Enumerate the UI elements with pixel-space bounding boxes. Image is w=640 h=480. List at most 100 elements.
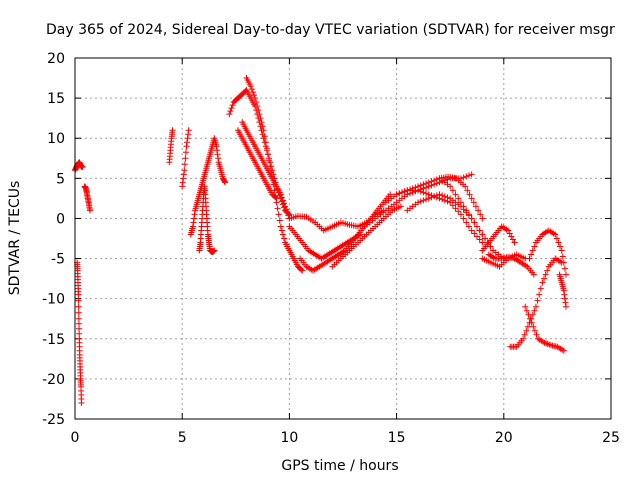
data-point	[184, 139, 191, 146]
data-point	[398, 189, 405, 196]
data-point	[528, 319, 535, 326]
x-tick-label: 15	[388, 430, 406, 446]
series-arc-11	[234, 127, 280, 202]
data-point	[259, 123, 266, 130]
data-point	[449, 202, 456, 209]
data-point	[460, 215, 467, 222]
plot-frame	[74, 57, 612, 420]
data-point	[275, 211, 282, 218]
data-point	[525, 311, 532, 318]
data-point	[479, 239, 486, 246]
data-point	[558, 247, 565, 254]
data-point	[463, 219, 470, 226]
data-point	[439, 192, 446, 199]
data-point	[190, 219, 197, 226]
data-point	[79, 164, 86, 171]
data-point	[417, 182, 424, 189]
data-point	[471, 219, 478, 226]
data-point	[511, 239, 518, 246]
series-arc-12	[286, 223, 364, 262]
data-point	[282, 203, 289, 210]
data-point	[182, 155, 189, 162]
data-point	[457, 203, 464, 210]
data-point	[274, 205, 281, 212]
data-point	[415, 199, 422, 206]
data-point	[184, 135, 191, 142]
data-point	[284, 209, 291, 216]
data-point	[278, 194, 285, 201]
data-point	[417, 198, 424, 205]
y-tick-label: 20	[47, 51, 65, 67]
data-point	[226, 111, 233, 118]
data-point	[466, 191, 473, 198]
data-point	[475, 207, 482, 214]
data-point	[262, 139, 269, 146]
data-point	[277, 223, 284, 230]
data-point	[191, 211, 198, 218]
data-point	[273, 195, 280, 202]
data-point	[279, 197, 286, 204]
y-tick-label: -25	[42, 412, 65, 428]
data-point	[251, 92, 258, 99]
data-point	[470, 199, 477, 206]
data-point	[183, 143, 190, 150]
data-point	[468, 171, 475, 178]
data-point	[169, 127, 176, 134]
grid-lines	[75, 58, 611, 419]
data-point	[75, 320, 82, 327]
data-point	[562, 299, 569, 306]
x-tick-label: 20	[495, 430, 513, 446]
series-arc-20	[436, 173, 486, 222]
data-point	[221, 178, 228, 185]
data-point	[261, 133, 268, 140]
data-point	[249, 89, 256, 96]
data-point	[552, 231, 559, 238]
data-point	[477, 211, 484, 218]
data-point	[522, 303, 529, 310]
data-point	[214, 151, 221, 158]
data-point	[530, 271, 537, 278]
series-arc-15	[329, 203, 404, 270]
data-point	[75, 303, 82, 310]
data-point	[455, 208, 462, 215]
data-point	[506, 230, 513, 237]
data-point	[417, 188, 424, 195]
data-point	[490, 247, 497, 254]
data-point	[465, 212, 472, 219]
y-tick-label: -10	[42, 292, 65, 308]
data-point	[529, 247, 536, 254]
data-point	[181, 167, 188, 174]
data-point	[431, 193, 438, 200]
series-arc-23	[485, 251, 537, 278]
y-tick-label: 10	[47, 131, 65, 147]
data-point	[521, 331, 528, 338]
y-tick-label: 5	[56, 171, 65, 187]
series-arc-22	[479, 251, 529, 270]
data-point	[254, 103, 261, 110]
data-point	[75, 315, 82, 322]
data-point	[468, 215, 475, 222]
data-point	[78, 399, 85, 406]
data-point	[561, 291, 568, 298]
data-point	[281, 235, 288, 242]
data-point	[227, 108, 234, 115]
series-arc-27	[556, 271, 569, 310]
y-tick-label: 15	[47, 91, 65, 107]
data-point	[559, 253, 566, 260]
data-point	[258, 119, 265, 126]
data-point	[252, 95, 259, 102]
series-arc-09	[243, 75, 306, 274]
data-point	[527, 315, 534, 322]
data-point	[536, 291, 543, 298]
series-arc-05	[179, 127, 192, 190]
data-point	[523, 307, 530, 314]
data-point	[298, 266, 305, 273]
data-point	[441, 193, 448, 200]
data-points	[72, 75, 569, 406]
data-point	[460, 174, 467, 181]
data-point	[433, 176, 440, 183]
data-point	[257, 115, 264, 122]
x-tick-label: 0	[71, 430, 80, 446]
data-point	[476, 236, 483, 243]
